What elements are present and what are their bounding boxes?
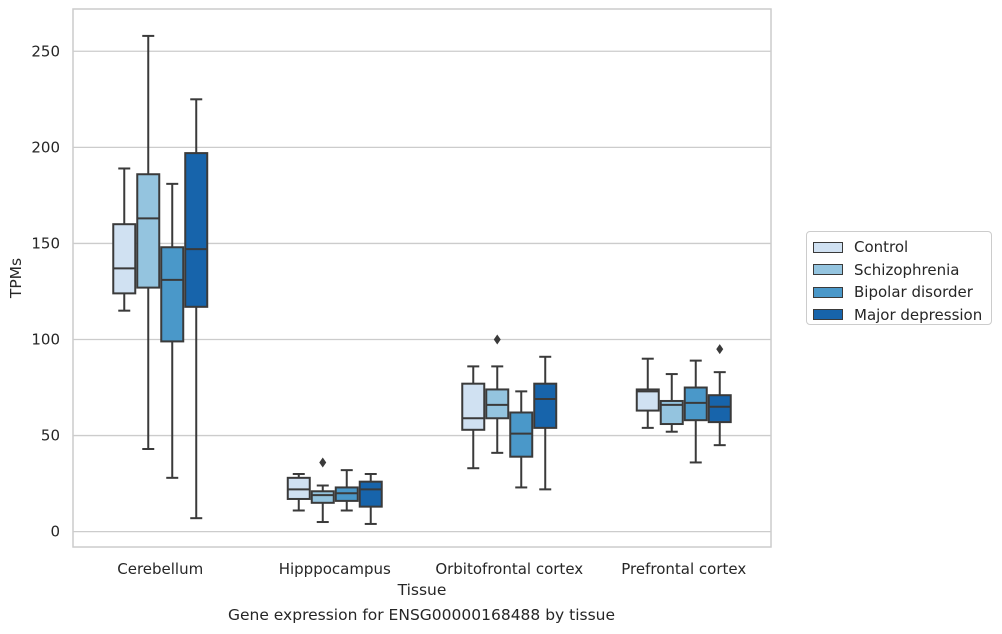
- y-tick-label: 200: [31, 138, 60, 156]
- box-bipolar-disorder: [334, 469, 359, 512]
- x-tick-label: Orbitofrontal cortex: [435, 560, 583, 578]
- box-schizophrenia: [659, 373, 684, 433]
- y-axis-label: TPMs: [7, 258, 25, 299]
- y-tick-label: 100: [31, 330, 60, 348]
- box-major-depression: [358, 472, 383, 525]
- box-body: [635, 388, 660, 412]
- y-tick-label: 150: [31, 234, 60, 252]
- box-body: [160, 246, 185, 343]
- x-tick-label: Hipppocampus: [279, 560, 391, 578]
- legend-label: Schizophrenia: [854, 260, 960, 279]
- legend-item: Control: [813, 236, 991, 259]
- box-control: [112, 167, 137, 312]
- figure-caption: Gene expression for ENSG00000168488 by t…: [227, 606, 616, 624]
- box-schizophrenia: [136, 34, 161, 451]
- box-bipolar-disorder: [683, 359, 708, 464]
- outlier-point: [493, 334, 501, 345]
- box-body: [184, 152, 209, 308]
- box-body: [136, 173, 161, 289]
- box-major-depression: [533, 355, 558, 491]
- legend-label: Control: [854, 238, 909, 257]
- legend: Control Schizophrenia Bipolar disorder Majo…: [806, 231, 992, 325]
- x-axis-label: Tissue: [397, 581, 447, 599]
- legend-item: Major depression: [813, 304, 991, 327]
- legend-swatch: [813, 241, 843, 253]
- x-tick-label: Cerebellum: [117, 560, 203, 578]
- box-major-depression: [184, 98, 209, 520]
- box-body: [659, 399, 684, 426]
- box-control: [286, 472, 311, 512]
- x-tick-label: Prefrontal cortex: [621, 560, 746, 578]
- legend-label: Major depression: [854, 305, 983, 324]
- box-body: [112, 223, 137, 295]
- legend-swatch: [813, 286, 843, 298]
- box-major-depression: [707, 344, 732, 447]
- box-control: [635, 357, 660, 429]
- box-bipolar-disorder: [509, 390, 534, 489]
- box-body: [310, 490, 335, 504]
- box-schizophrenia: [485, 334, 510, 454]
- legend-swatch: [813, 309, 843, 321]
- box-body: [461, 382, 486, 431]
- box-body: [358, 480, 383, 508]
- outlier-point: [319, 457, 327, 468]
- y-tick-label: 0: [50, 523, 60, 541]
- box-schizophrenia: [310, 457, 335, 524]
- outlier-point: [716, 344, 724, 355]
- box-bipolar-disorder: [160, 182, 185, 479]
- box-body: [533, 382, 558, 429]
- legend-label: Bipolar disorder: [854, 283, 973, 302]
- box-control: [461, 365, 486, 470]
- box-body: [707, 394, 732, 424]
- legend-item: Bipolar disorder: [813, 281, 991, 304]
- y-tick-label: 50: [41, 427, 60, 445]
- legend-swatch: [813, 264, 843, 276]
- legend-item: Schizophrenia: [813, 259, 991, 282]
- y-tick-label: 250: [31, 42, 60, 60]
